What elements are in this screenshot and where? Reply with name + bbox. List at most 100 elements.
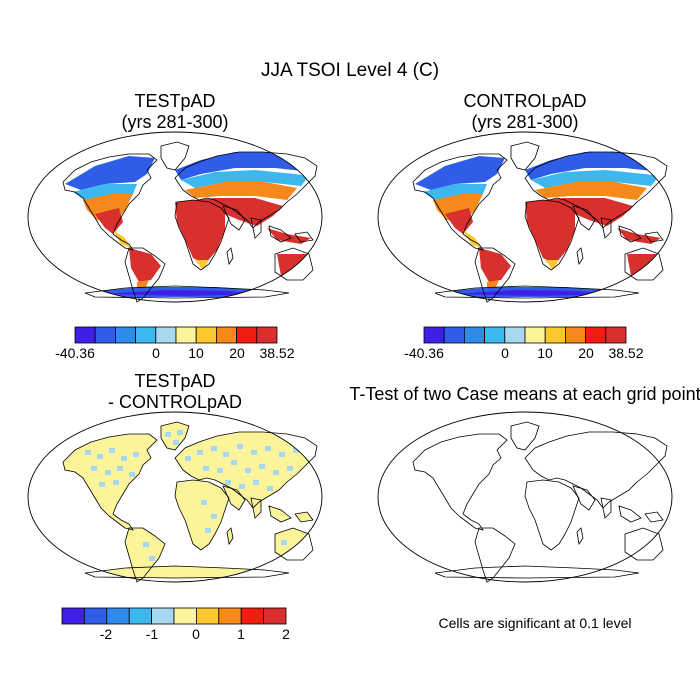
colorbar-test: -40.36 0 10 20 38.52: [55, 326, 295, 361]
map-test-border: [27, 131, 323, 303]
difference-cell-negative: [231, 460, 237, 465]
colorbar-box: [218, 607, 242, 625]
colorbar-box: [263, 607, 287, 625]
difference-cell-negative: [185, 456, 191, 461]
difference-cell-negative: [85, 450, 91, 455]
colorbar-tick-label: -1: [146, 626, 159, 642]
difference-cell-negative: [273, 470, 279, 475]
panel-title-difference-line1: TESTpAD: [134, 371, 216, 391]
difference-cell-negative: [117, 466, 123, 471]
map-test: [27, 131, 323, 303]
colorbar-box: [195, 607, 220, 625]
difference-cell-negative: [217, 468, 223, 473]
colorbar-box: [605, 326, 627, 344]
temperature-region: [423, 184, 487, 200]
difference-cell-negative: [121, 456, 127, 461]
colorbar-box: [106, 607, 130, 625]
colorbar-box: [215, 326, 237, 344]
panel-title-test-line2: (yrs 281-300): [121, 112, 229, 132]
panel-title-difference-line2: - CONTROLpAD: [107, 392, 242, 412]
difference-cell-negative: [293, 448, 299, 453]
colorbar-tick-label: 2: [282, 626, 290, 642]
colorbar-box: [443, 326, 465, 344]
panel-title-control-line1: CONTROLpAD: [463, 91, 587, 111]
difference-cell-negative: [289, 554, 295, 559]
difference-cell-negative: [287, 466, 293, 471]
temperature-region: [195, 260, 209, 270]
temperature-region: [277, 254, 311, 278]
panel-title-test: TESTpAD (yrs 281-300): [25, 91, 325, 133]
difference-cell-negative: [251, 450, 257, 455]
colorbar-box: [464, 326, 486, 344]
colorbar-tick-label: 20: [229, 345, 245, 361]
difference-cell-negative: [197, 450, 203, 455]
colorbar-tick-label: 0: [192, 626, 200, 642]
colorbar-box: [115, 326, 137, 344]
map-difference-border: [27, 411, 323, 583]
colorbar-box: [74, 326, 96, 344]
difference-cell-negative: [113, 480, 119, 485]
difference-cell-negative: [177, 430, 183, 435]
colorbar-tick-label: 38.52: [608, 345, 643, 361]
temperature-region: [545, 260, 559, 270]
difference-cell-negative: [281, 540, 287, 545]
difference-cell-negative: [211, 446, 217, 451]
difference-cell-negative: [173, 440, 179, 445]
map-control-border: [377, 131, 673, 303]
colorbar-tick-label: 10: [188, 345, 204, 361]
difference-cell-negative: [97, 454, 103, 459]
difference-cell-negative: [99, 482, 105, 487]
temperature-region: [627, 254, 661, 278]
temperature-region: [525, 198, 633, 264]
temperature-region: [415, 156, 505, 190]
colorbar-tick-label: 0: [501, 345, 509, 361]
map-control: [377, 131, 673, 303]
difference-cell-negative: [129, 472, 135, 477]
colorbar-box: [240, 607, 264, 625]
difference-cell-negative: [165, 432, 171, 437]
difference-cell-negative: [91, 466, 97, 471]
temperature-region: [105, 290, 265, 296]
difference-cell-negative: [109, 448, 115, 453]
temperature-region: [65, 156, 155, 190]
difference-cell-negative: [239, 484, 245, 489]
colorbar-box: [128, 607, 152, 625]
temperature-region: [129, 248, 161, 282]
map-difference: [27, 411, 323, 583]
colorbar-box: [155, 326, 177, 344]
temperature-region: [479, 248, 511, 282]
colorbar-tick-label: 38.52: [259, 345, 294, 361]
colorbar-tick-label: 0: [152, 345, 160, 361]
colorbar-box: [524, 326, 546, 344]
temperature-region: [113, 230, 131, 248]
panel-title-control-line2: (yrs 281-300): [471, 112, 579, 132]
significance-note: Cells are significant at 0.1 level: [438, 615, 632, 631]
difference-cell-negative: [133, 452, 139, 457]
temperature-region: [455, 290, 615, 296]
difference-cell-negative: [201, 500, 207, 505]
colorbar-tick-label: 10: [537, 345, 553, 361]
colorbar-tick-label: -40.36: [55, 345, 95, 361]
colorbar-box: [195, 326, 217, 344]
figure-title: JJA TSOI Level 4 (C): [260, 60, 440, 81]
colorbar-box: [423, 326, 445, 344]
colorbar-tick-label: 20: [578, 345, 594, 361]
colorbar-box: [94, 326, 116, 344]
colorbar-box: [151, 607, 175, 625]
colorbar-box: [173, 607, 197, 625]
difference-cell-negative: [245, 468, 251, 473]
panel-title-control: CONTROLpAD (yrs 281-300): [375, 91, 675, 133]
temperature-region: [181, 170, 309, 188]
temperature-region: [463, 230, 481, 248]
colorbar-tick-label: -2: [100, 626, 113, 642]
colorbar-box: [236, 326, 258, 344]
difference-cell-negative: [225, 480, 231, 485]
colorbar-box: [83, 607, 108, 625]
colorbar-box: [256, 326, 278, 344]
difference-cell-negative: [149, 556, 155, 561]
map-ttest-coastline: [412, 421, 668, 583]
difference-cell-negative: [267, 486, 273, 491]
colorbar-box: [564, 326, 586, 344]
temperature-region: [535, 182, 647, 200]
colorbar-box: [61, 607, 85, 625]
